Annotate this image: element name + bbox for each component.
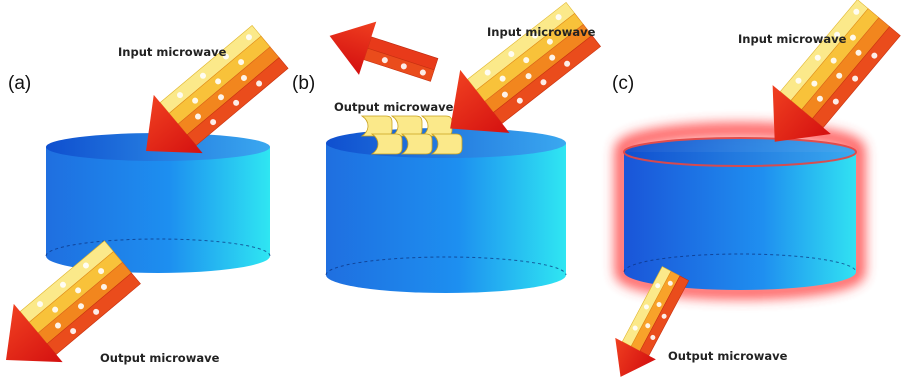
panel-c-label: (c) bbox=[612, 73, 634, 94]
panel-b-standing-wave bbox=[360, 115, 463, 155]
panel-b-output-label: Output microwave bbox=[334, 100, 454, 114]
panel-c-output-label: Output microwave bbox=[668, 349, 788, 363]
panel-b: (b) bbox=[292, 1, 601, 293]
panel-a-output-arrow bbox=[6, 240, 141, 363]
panel-a-cylinder bbox=[45, 133, 271, 273]
panel-b-input-label: Input microwave bbox=[487, 25, 596, 39]
panel-a-input-label: Input microwave bbox=[118, 45, 227, 59]
panel-c: (c) bbox=[612, 0, 901, 377]
panel-a-input-arrow bbox=[146, 25, 289, 154]
panel-b-input-arrow bbox=[450, 1, 601, 133]
panel-c-output-arrow bbox=[615, 266, 690, 377]
panel-b-output-arrow bbox=[329, 21, 439, 82]
panel-a: (a) Input microwave bbox=[6, 25, 289, 365]
panel-b-label: (b) bbox=[292, 73, 315, 94]
panel-a-label: (a) bbox=[8, 73, 31, 94]
panel-c-input-label: Input microwave bbox=[738, 32, 847, 46]
panel-c-input-arrow bbox=[772, 0, 901, 142]
panel-c-cylinder bbox=[623, 137, 857, 290]
panel-a-output-label: Output microwave bbox=[100, 351, 220, 365]
